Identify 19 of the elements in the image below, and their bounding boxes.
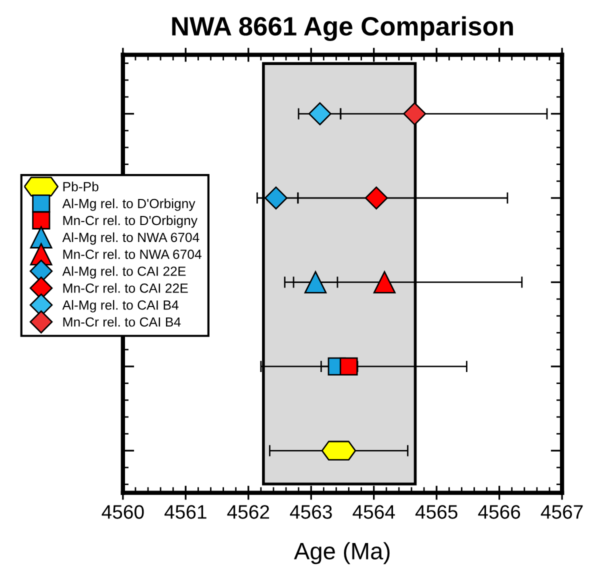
- chart-title: NWA 8661 Age Comparison: [172, 16, 513, 41]
- x-tick-label: 4561: [164, 505, 206, 519]
- legend-label: Pb-Pb: [63, 182, 98, 192]
- x-tick-label: 4565: [415, 505, 458, 519]
- x-tick-label: 4564: [352, 505, 395, 519]
- legend-label: Mn-Cr rel. to D'Orbigny: [63, 215, 198, 228]
- legend-label: Al-Mg rel. to CAI B4: [62, 300, 178, 312]
- x-tick-label: 4563: [290, 505, 332, 519]
- x-tick-label: 4567: [540, 505, 583, 519]
- legend-label: Al-Mg rel. to CAI 22E: [62, 266, 186, 279]
- x-tick-label: 4560: [102, 505, 144, 519]
- x-axis-title: Age (Ma): [294, 542, 390, 564]
- x-tick-label: 4562: [227, 505, 270, 519]
- legend-label: Mn-Cr rel. to NWA 6704: [63, 249, 202, 259]
- legend-label: Al-Mg rel. to D'Orbigny: [62, 198, 196, 211]
- legend-label: Al-Mg rel. to NWA 6704: [62, 232, 200, 245]
- legend-label: Mn-Cr rel. to CAI B4: [63, 316, 181, 327]
- x-tick-label: 4566: [478, 505, 520, 519]
- legend-label: Mn-Cr rel. to CAI 22E: [63, 283, 188, 293]
